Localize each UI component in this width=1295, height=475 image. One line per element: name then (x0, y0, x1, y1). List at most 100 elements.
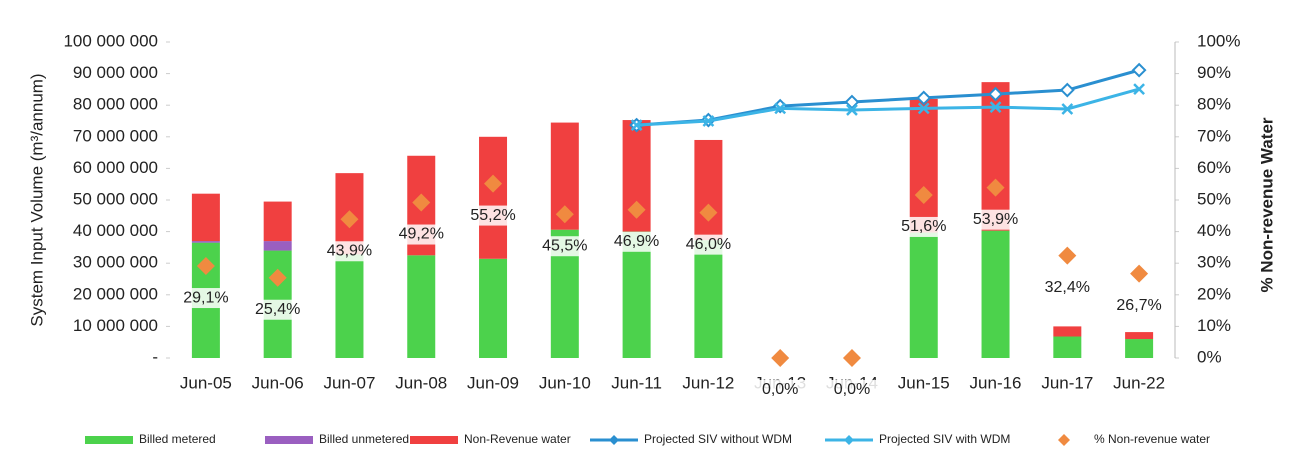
y2-tick-label: 70% (1197, 126, 1231, 145)
bar-segment (694, 139, 723, 241)
line-marker (774, 102, 787, 115)
data-label-bg (391, 224, 452, 245)
line-marker (844, 94, 860, 110)
line-marker (1133, 83, 1145, 95)
scatter-point (986, 178, 1005, 197)
data-label: 29,1% (183, 289, 228, 306)
y2-tick-label: 80% (1197, 95, 1231, 114)
data-label: 25,4% (255, 301, 300, 318)
line-marker (988, 86, 1003, 102)
legend-label: Projected SIV with WDM (879, 432, 1010, 446)
x-tick-label: Jun-10 (539, 373, 591, 392)
data-label: 45,5% (542, 237, 587, 254)
data-label-bg (1037, 277, 1098, 298)
scatter-point (412, 193, 431, 212)
line-marker (916, 90, 932, 106)
line-marker (1061, 103, 1074, 115)
data-label-bg (965, 209, 1026, 230)
x-tick-label: Jun-17 (1041, 373, 1093, 392)
bar-segment (407, 255, 436, 358)
data-label-bg (319, 241, 380, 262)
y-tick-label: 50 000 000 (73, 189, 158, 208)
scatter-point (914, 185, 933, 204)
y2-tick-label: 40% (1197, 221, 1231, 240)
y2-tick-label: 0% (1197, 347, 1222, 366)
line-marker (917, 102, 930, 115)
bar-segment (909, 98, 938, 233)
line-marker (846, 104, 858, 116)
x-tick-label: Jun-08 (395, 373, 447, 392)
y2-tick-label: 100% (1197, 31, 1240, 50)
y-tick-label: 10 000 000 (73, 316, 158, 335)
y-tick-label: 20 000 000 (73, 284, 158, 303)
data-label: 46,0% (686, 236, 731, 253)
y2-tick-label: 90% (1197, 63, 1231, 82)
legend-marker (844, 435, 854, 445)
data-label-bg (175, 288, 236, 309)
scatter-point (1130, 264, 1149, 283)
bar-segment (263, 241, 292, 251)
legend-swatch (1058, 434, 1070, 446)
data-label-bg (893, 216, 954, 237)
scatter-point (340, 210, 359, 229)
scatter-point (484, 174, 503, 193)
legend-label: Billed unmetered (319, 432, 409, 446)
y2-tick-label: 50% (1197, 189, 1231, 208)
scatter-point (842, 349, 861, 367)
bar-segment (335, 254, 364, 358)
data-label: 46,9% (614, 233, 659, 250)
y-axis-title: System Input Volume (m³/annum) (27, 73, 46, 326)
x-tick-label: Jun-07 (323, 373, 375, 392)
bar-segment (1053, 336, 1082, 358)
bar-segment (479, 258, 508, 358)
scatter-point (627, 200, 646, 219)
bar-segment (694, 240, 723, 358)
legend-marker (609, 435, 619, 445)
scatter-point (196, 257, 215, 276)
y2-tick-label: 20% (1197, 284, 1231, 303)
legend-swatch (265, 436, 313, 444)
legend-swatch (410, 436, 458, 444)
legend-swatch (85, 436, 133, 444)
data-label-bg (750, 380, 811, 400)
legend-label: Projected SIV without WDM (644, 432, 792, 446)
scatter-point (268, 268, 287, 287)
x-tick-label: Jun-15 (898, 373, 950, 392)
data-label: 32,4% (1045, 279, 1090, 296)
data-label-bg (534, 236, 595, 257)
bar-segment (981, 82, 1010, 231)
bar-segment (191, 193, 220, 242)
bar-segment (1125, 339, 1154, 358)
x-tick-label: Jun-05 (180, 373, 232, 392)
y-tick-label: 40 000 000 (73, 221, 158, 240)
x-tick-label: Jun-12 (682, 373, 734, 392)
y-tick-label: 70 000 000 (73, 126, 158, 145)
line-marker (1131, 62, 1147, 78)
data-label: 26,7% (1116, 297, 1161, 314)
bar-segment (1125, 332, 1154, 340)
line-marker (630, 119, 643, 131)
bar-segment (263, 201, 292, 242)
data-label-bg (678, 234, 739, 255)
data-label: 43,9% (327, 242, 372, 259)
bar-segment (981, 230, 1010, 358)
y-tick-label: 80 000 000 (73, 95, 158, 114)
line-marker (989, 101, 1002, 113)
y-tick-label: 30 000 000 (73, 253, 158, 272)
data-label-bg (463, 205, 524, 226)
y-tick-label: 100 000 000 (63, 31, 158, 50)
legend-label: Non-Revenue water (464, 432, 571, 446)
data-label: 0,0% (834, 381, 870, 398)
y-tick-label: - (152, 347, 158, 366)
bar-segment (622, 231, 651, 358)
y2-tick-label: 30% (1197, 253, 1231, 272)
legend-label: Billed metered (139, 432, 216, 446)
y-tick-label: 60 000 000 (73, 158, 158, 177)
y2-tick-label: 60% (1197, 158, 1231, 177)
x-tick-label: Jun-11 (611, 373, 662, 392)
line-marker (1059, 82, 1075, 98)
legend-label: % Non-revenue water (1094, 432, 1210, 446)
line (636, 87, 1140, 127)
x-tick-label: Jun-09 (467, 373, 519, 392)
